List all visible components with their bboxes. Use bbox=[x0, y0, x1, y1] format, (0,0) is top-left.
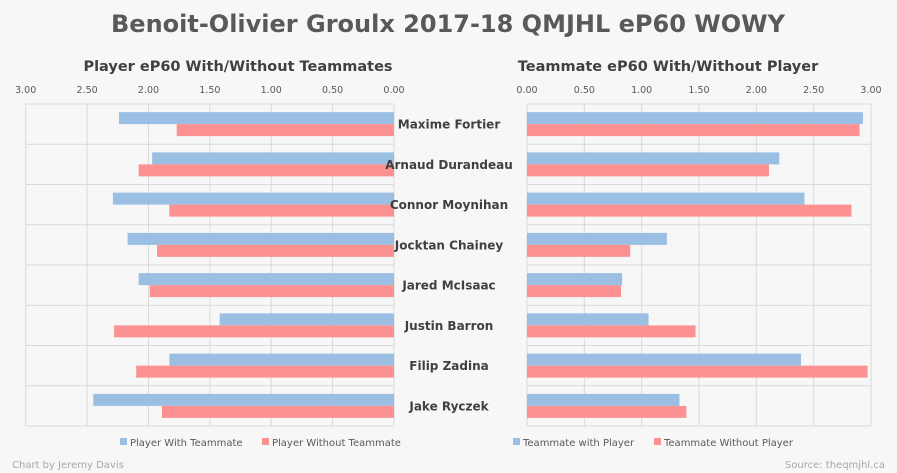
bar-player-without bbox=[157, 244, 394, 257]
bar-player-with bbox=[119, 112, 394, 125]
category-label: Arnaud Durandeau bbox=[385, 158, 513, 172]
bar-player-with bbox=[138, 273, 394, 286]
category-label: Jared McIsaac bbox=[401, 279, 495, 293]
x-tick-label: 2.00 bbox=[746, 85, 767, 96]
legend-label: Teammate with Player bbox=[522, 438, 635, 449]
bar-teammate-without bbox=[527, 164, 769, 177]
bar-player-with bbox=[127, 232, 394, 245]
bar-teammate-with bbox=[527, 273, 623, 286]
bar-player-with bbox=[219, 313, 394, 326]
x-tick-label: 3.00 bbox=[15, 85, 36, 96]
legend-swatch bbox=[513, 438, 520, 445]
bar-player-without bbox=[176, 124, 394, 137]
legend-label: Player Without Teammate bbox=[272, 438, 401, 449]
legend-swatch bbox=[262, 438, 269, 445]
bar-player-without bbox=[138, 164, 394, 177]
bar-player-with bbox=[112, 192, 395, 205]
bar-teammate-without bbox=[527, 204, 852, 217]
bar-teammate-without bbox=[527, 285, 622, 298]
bar-player-without bbox=[161, 405, 394, 418]
bar-player-without bbox=[114, 325, 394, 338]
legend-label: Teammate Without Player bbox=[663, 438, 794, 449]
source-text: Source: theqmjhl.ca bbox=[785, 460, 885, 471]
bar-teammate-with bbox=[527, 192, 805, 205]
x-tick-label: 3.00 bbox=[860, 85, 881, 96]
category-label: Jocktan Chainey bbox=[394, 238, 504, 252]
bar-teammate-with bbox=[527, 112, 863, 125]
credit-text: Chart by Jeremy Davis bbox=[12, 460, 124, 471]
x-tick-label: 0.00 bbox=[383, 85, 404, 96]
x-tick-label: 2.00 bbox=[138, 85, 159, 96]
bar-teammate-with bbox=[527, 393, 680, 406]
x-tick-label: 2.50 bbox=[77, 85, 98, 96]
bar-teammate-with bbox=[527, 152, 780, 165]
category-label: Filip Zadina bbox=[409, 359, 488, 373]
x-tick-label: 0.50 bbox=[574, 85, 595, 96]
bar-player-without bbox=[169, 204, 394, 217]
x-tick-label: 0.00 bbox=[516, 85, 537, 96]
category-label: Maxime Fortier bbox=[398, 118, 501, 132]
bar-teammate-with bbox=[527, 232, 667, 245]
bar-player-without bbox=[136, 365, 394, 378]
bar-player-with bbox=[93, 393, 394, 406]
legend-swatch bbox=[654, 438, 661, 445]
bar-teammate-without bbox=[527, 244, 631, 257]
x-tick-label: 1.00 bbox=[631, 85, 652, 96]
bar-teammate-without bbox=[527, 405, 687, 418]
x-tick-label: 1.00 bbox=[261, 85, 282, 96]
bar-player-with bbox=[169, 353, 394, 366]
bar-player-without bbox=[149, 285, 394, 298]
legend-swatch bbox=[120, 438, 127, 445]
x-tick-label: 1.50 bbox=[199, 85, 220, 96]
left-chart-title: Player eP60 With/Without Teammates bbox=[83, 59, 392, 75]
category-label: Jake Ryczek bbox=[408, 399, 489, 413]
bar-teammate-with bbox=[527, 353, 802, 366]
chart-title: Benoit-Olivier Groulx 2017-18 QMJHL eP60… bbox=[111, 10, 786, 38]
bar-teammate-without bbox=[527, 325, 696, 338]
bar-teammate-with bbox=[527, 313, 649, 326]
x-tick-label: 1.50 bbox=[688, 85, 709, 96]
bar-player-with bbox=[152, 152, 394, 165]
legend-label: Player With Teammate bbox=[130, 438, 243, 449]
bar-teammate-without bbox=[527, 365, 868, 378]
x-tick-label: 0.50 bbox=[322, 85, 343, 96]
bar-teammate-without bbox=[527, 124, 860, 137]
category-label: Connor Moynihan bbox=[390, 198, 508, 212]
x-tick-label: 2.50 bbox=[803, 85, 824, 96]
category-label: Justin Barron bbox=[404, 319, 494, 333]
right-chart-title: Teammate eP60 With/Without Player bbox=[518, 59, 819, 75]
